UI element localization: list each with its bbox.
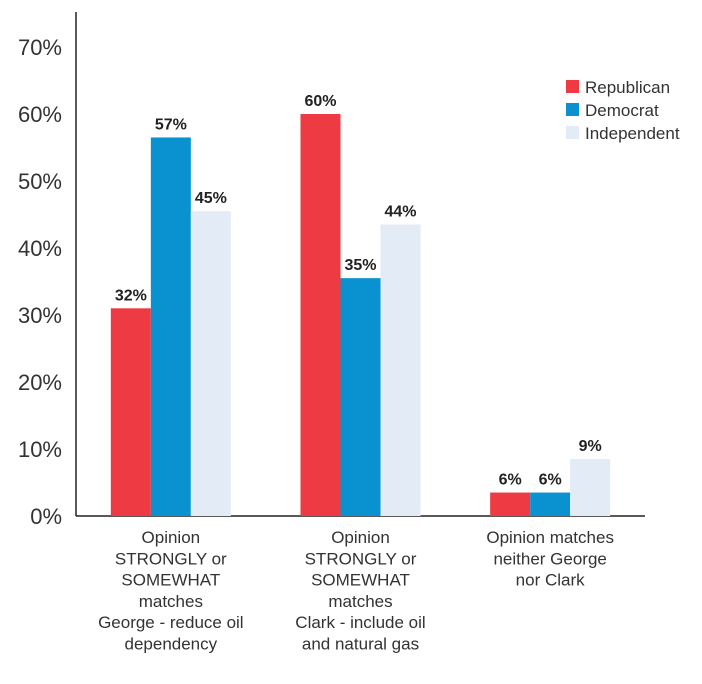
y-tick-label: 60%	[18, 102, 62, 127]
legend-label: Independent	[585, 124, 680, 143]
category-label-line: matches	[328, 592, 392, 611]
y-tick-label: 20%	[18, 370, 62, 395]
category-label-line: Opinion	[331, 528, 390, 547]
y-tick-label: 50%	[18, 169, 62, 194]
category-label-line: Clark - include oil	[295, 613, 425, 632]
bars-group	[110, 114, 611, 517]
category-label-line: SOMEWHAT	[121, 571, 220, 590]
data-label: 32%	[115, 287, 147, 304]
y-tick-label: 10%	[18, 437, 62, 462]
legend-label: Republican	[585, 78, 670, 97]
legend-swatch-democrat	[566, 103, 579, 116]
bar-independent	[190, 211, 231, 516]
legend-label: Democrat	[585, 101, 659, 120]
category-label: Opinion STRONGLY or SOMEWHAT matches Clark -…	[295, 528, 425, 654]
category-label-line: matches	[139, 592, 203, 611]
bar-democrat	[530, 492, 571, 516]
data-label: 57%	[155, 116, 187, 133]
bar-independent	[570, 459, 611, 516]
y-tick-label: 70%	[18, 35, 62, 60]
data-label: 44%	[384, 204, 416, 221]
data-label: 35%	[344, 257, 376, 274]
bar-democrat	[340, 278, 381, 516]
category-label-line: STRONGLY or	[115, 549, 227, 568]
y-tick-label: 40%	[18, 236, 62, 261]
category-label-line: SOMEWHAT	[311, 571, 410, 590]
category-label-line: dependency	[125, 635, 218, 654]
bar-republican	[300, 114, 341, 516]
data-label: 6%	[539, 472, 562, 489]
category-label: Opinion matches neither George nor Clark	[486, 528, 614, 590]
category-label-line: Opinion	[142, 528, 201, 547]
bar-republican	[490, 492, 531, 516]
category-label-line: neither George	[493, 549, 606, 568]
category-label-line: and natural gas	[302, 635, 419, 654]
y-tick-label: 30%	[18, 303, 62, 328]
y-tick-label: 0%	[30, 504, 62, 529]
category-label-line: George - reduce oil	[98, 613, 244, 632]
category-label-line: STRONGLY or	[305, 549, 417, 568]
category-label-line: Opinion matches	[486, 528, 614, 547]
legend-swatch-independent	[566, 126, 579, 139]
data-label: 6%	[499, 472, 522, 489]
category-label-line: nor Clark	[516, 571, 585, 590]
legend: Republican Democrat Independent	[566, 78, 680, 143]
category-labels-group: Opinion STRONGLY or SOMEWHAT matches George …	[98, 528, 614, 654]
category-label: Opinion STRONGLY or SOMEWHAT matches George …	[98, 528, 244, 654]
bar-democrat	[150, 137, 191, 516]
legend-swatch-republican	[566, 80, 579, 93]
data-label: 9%	[579, 438, 602, 455]
bar-independent	[380, 224, 421, 517]
bar-republican	[110, 308, 151, 516]
data-label: 45%	[195, 190, 227, 207]
data-labels-group: 32% 57% 45% 60% 35% 44% 6% 6% 9%	[115, 93, 602, 489]
data-label: 60%	[304, 93, 336, 110]
y-axis-ticks: 0% 10% 20% 30% 40% 50% 60% 70%	[18, 35, 62, 529]
